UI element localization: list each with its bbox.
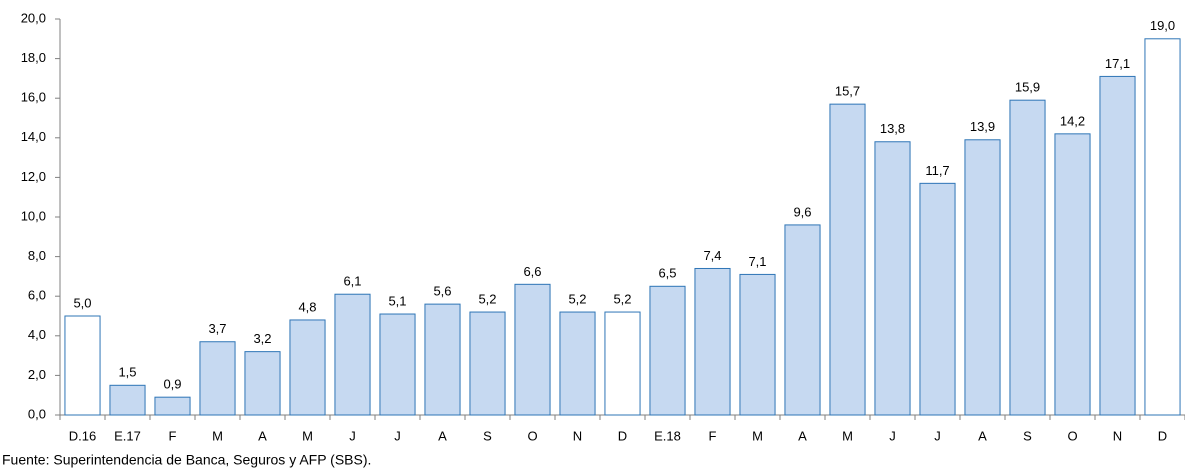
value-label: 15,9 bbox=[1015, 80, 1040, 95]
bar bbox=[874, 141, 911, 416]
value-label: 19,0 bbox=[1150, 18, 1175, 33]
y-tick-label: 20,0 bbox=[21, 10, 46, 25]
bar bbox=[1009, 99, 1046, 416]
bar bbox=[964, 139, 1001, 416]
bar bbox=[604, 311, 641, 416]
x-tick-label: M bbox=[212, 428, 223, 443]
value-label: 1,5 bbox=[118, 365, 136, 380]
y-tick-label: 16,0 bbox=[21, 90, 46, 105]
value-label: 15,7 bbox=[835, 84, 860, 99]
x-tick-label: F bbox=[169, 428, 177, 443]
value-label: 13,9 bbox=[970, 119, 995, 134]
value-label: 6,1 bbox=[343, 274, 361, 289]
x-tick-label: J bbox=[394, 428, 401, 443]
value-label: 3,2 bbox=[253, 331, 271, 346]
y-tick-label: 18,0 bbox=[21, 50, 46, 65]
bar bbox=[1099, 75, 1136, 416]
value-label: 11,7 bbox=[925, 163, 949, 178]
bar bbox=[469, 311, 506, 416]
bar bbox=[919, 182, 956, 416]
y-tick-label: 2,0 bbox=[28, 367, 46, 382]
x-tick-label: M bbox=[302, 428, 313, 443]
bar bbox=[109, 384, 146, 416]
x-tick-label: O bbox=[527, 428, 537, 443]
bar bbox=[559, 311, 596, 416]
x-tick-label: J bbox=[889, 428, 896, 443]
x-tick-label: A bbox=[978, 428, 987, 443]
x-tick-label: N bbox=[573, 428, 582, 443]
x-tick-label: O bbox=[1067, 428, 1077, 443]
bar bbox=[244, 351, 281, 416]
value-label: 7,1 bbox=[748, 254, 766, 269]
value-label: 17,1 bbox=[1105, 56, 1130, 71]
value-label: 6,6 bbox=[523, 264, 541, 279]
value-label: 5,2 bbox=[613, 291, 631, 306]
bar bbox=[64, 315, 101, 416]
value-label: 13,8 bbox=[880, 121, 905, 136]
bar bbox=[649, 285, 686, 416]
bar bbox=[199, 341, 236, 416]
x-tick-label: S bbox=[483, 428, 492, 443]
y-tick-label: 0,0 bbox=[28, 406, 46, 421]
y-tick-label: 10,0 bbox=[21, 208, 46, 223]
x-tick-label: M bbox=[752, 428, 763, 443]
y-tick-label: 6,0 bbox=[28, 288, 46, 303]
x-tick-label: M bbox=[842, 428, 853, 443]
bar bbox=[514, 283, 551, 416]
x-tick-label: D bbox=[618, 428, 627, 443]
x-tick-label: A bbox=[258, 428, 267, 443]
x-tick-label: F bbox=[709, 428, 717, 443]
x-tick-label: D.16 bbox=[69, 428, 96, 443]
bar bbox=[154, 396, 191, 416]
y-tick-label: 14,0 bbox=[21, 129, 46, 144]
bar bbox=[739, 273, 776, 416]
x-tick-label: A bbox=[438, 428, 447, 443]
bar bbox=[1144, 38, 1181, 416]
x-tick-label: E.17 bbox=[114, 428, 141, 443]
y-tick-label: 4,0 bbox=[28, 327, 46, 342]
value-label: 0,9 bbox=[163, 377, 181, 392]
value-label: 5,0 bbox=[73, 295, 91, 310]
value-label: 7,4 bbox=[703, 248, 721, 263]
x-tick-label: D bbox=[1158, 428, 1167, 443]
x-tick-label: J bbox=[349, 428, 356, 443]
bar bbox=[379, 313, 416, 416]
bar bbox=[1054, 133, 1091, 416]
value-label: 5,1 bbox=[388, 293, 406, 308]
value-label: 9,6 bbox=[793, 204, 811, 219]
x-tick-label: J bbox=[934, 428, 941, 443]
bar bbox=[694, 267, 731, 416]
value-label: 3,7 bbox=[208, 321, 226, 336]
value-label: 6,5 bbox=[658, 266, 676, 281]
value-label: 14,2 bbox=[1060, 113, 1085, 128]
value-label: 5,2 bbox=[568, 291, 586, 306]
bar bbox=[424, 303, 461, 416]
x-tick-label: S bbox=[1023, 428, 1032, 443]
source-note: Fuente: Superintendencia de Banca, Segur… bbox=[2, 452, 371, 468]
bar bbox=[829, 103, 866, 416]
y-tick-label: 12,0 bbox=[21, 169, 46, 184]
x-tick-label: A bbox=[798, 428, 807, 443]
value-label: 5,6 bbox=[433, 284, 451, 299]
value-label: 5,2 bbox=[478, 291, 496, 306]
x-tick-label: E.18 bbox=[654, 428, 681, 443]
value-label: 4,8 bbox=[298, 299, 316, 314]
bar bbox=[784, 224, 821, 416]
y-tick-label: 8,0 bbox=[28, 248, 46, 263]
bar bbox=[334, 293, 371, 416]
bar bbox=[289, 319, 326, 416]
x-tick-label: N bbox=[1113, 428, 1122, 443]
